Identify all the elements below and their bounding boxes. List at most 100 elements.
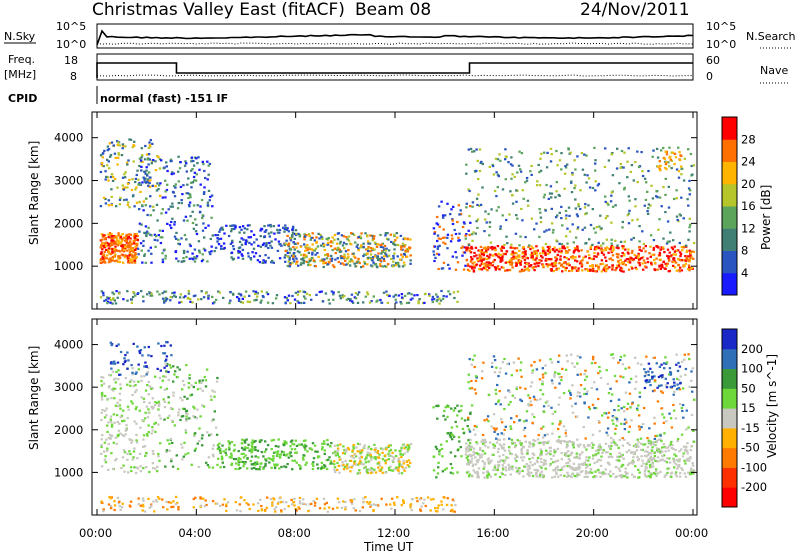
heatmap-cell <box>437 504 440 507</box>
heatmap-cell <box>319 233 322 236</box>
heatmap-cell <box>346 253 350 256</box>
heatmap-cell <box>179 396 182 400</box>
heatmap-cell <box>390 454 393 458</box>
heatmap-cell <box>486 474 489 477</box>
heatmap-cell <box>567 474 570 477</box>
heatmap-cell <box>681 259 685 262</box>
nsearch-series <box>96 42 694 45</box>
heatmap-cell <box>679 255 682 258</box>
heatmap-cell <box>192 415 195 418</box>
heatmap-cell <box>511 266 514 269</box>
heatmap-cell <box>139 159 143 162</box>
heatmap-cell <box>663 454 666 457</box>
heatmap-cell <box>249 459 252 463</box>
heatmap-cell <box>124 245 127 249</box>
heatmap-cell <box>470 454 473 457</box>
heatmap-cell <box>553 475 557 478</box>
heatmap-cell <box>110 397 113 400</box>
freq-label: Freq. <box>8 53 35 66</box>
heatmap-cell <box>340 464 343 467</box>
heatmap-cell <box>442 508 445 511</box>
heatmap-cell <box>205 503 208 507</box>
heatmap-cell <box>568 269 571 273</box>
heatmap-cell <box>204 385 208 388</box>
heatmap-cell <box>551 422 554 425</box>
heatmap-cell <box>230 228 234 231</box>
heatmap-cell <box>109 175 113 179</box>
heatmap-cell <box>587 254 591 257</box>
heatmap-cell <box>415 497 418 500</box>
heatmap-cell <box>445 467 448 470</box>
heatmap-cell <box>154 245 157 248</box>
heatmap-cell <box>521 251 525 254</box>
heatmap-cell <box>239 300 243 304</box>
heatmap-cell <box>292 258 295 261</box>
heatmap-cell <box>502 438 506 441</box>
heatmap-cell <box>305 461 308 464</box>
heatmap-cell <box>477 249 480 252</box>
heatmap-cell <box>514 453 517 456</box>
heatmap-cell <box>188 205 191 208</box>
heatmap-cell <box>636 150 639 153</box>
heatmap-cell <box>183 395 186 398</box>
heatmap-cell <box>640 249 643 252</box>
heatmap-cell <box>647 460 651 463</box>
heatmap-cell <box>137 183 140 186</box>
heatmap-cell <box>135 433 138 436</box>
heatmap-cell <box>675 249 678 252</box>
heatmap-cell <box>138 200 141 204</box>
heatmap-cell <box>197 156 200 159</box>
heatmap-cell <box>357 462 361 465</box>
heatmap-cell <box>378 263 382 266</box>
heatmap-cell <box>196 162 199 165</box>
heatmap-cell <box>524 181 527 184</box>
heatmap-cell <box>507 161 510 164</box>
heatmap-cell <box>548 251 551 254</box>
heatmap-cell <box>165 165 168 168</box>
heatmap-cell <box>646 446 650 449</box>
heatmap-cell <box>123 248 126 251</box>
heatmap-cell <box>330 254 333 257</box>
heatmap-cell <box>553 448 556 451</box>
heatmap-cell <box>657 460 660 463</box>
heatmap-cell <box>123 357 126 360</box>
heatmap-cell <box>457 236 460 239</box>
heatmap-cell <box>221 228 225 231</box>
heatmap-cell <box>185 418 188 421</box>
heatmap-cell <box>307 251 311 254</box>
heatmap-cell <box>488 264 491 267</box>
heatmap-cell <box>109 301 112 304</box>
heatmap-cell <box>284 302 287 305</box>
heatmap-cell <box>560 468 564 471</box>
heatmap-cell <box>356 450 359 453</box>
heatmap-cell <box>496 267 499 270</box>
heatmap-cell <box>634 161 637 164</box>
heatmap-cell <box>465 450 468 453</box>
heatmap-cell <box>291 468 294 471</box>
heatmap-cell <box>359 235 362 238</box>
heatmap-cell <box>470 363 473 366</box>
heatmap-cell <box>150 432 153 435</box>
heatmap-cell <box>115 370 118 374</box>
heatmap-cell <box>676 440 679 443</box>
heatmap-cell <box>323 248 326 252</box>
heatmap-cell <box>116 140 119 143</box>
heatmap-cell <box>482 467 485 470</box>
heatmap-cell <box>471 201 475 204</box>
heatmap-cell <box>157 452 160 456</box>
freq-series <box>96 62 693 78</box>
heatmap-cell <box>244 290 248 293</box>
heatmap-cell <box>289 445 292 448</box>
heatmap-cell <box>606 451 609 454</box>
heatmap-cell <box>276 454 279 457</box>
heatmap-cell <box>599 475 602 478</box>
heatmap-cell <box>331 264 335 267</box>
heatmap-cell <box>327 237 330 240</box>
heatmap-cell <box>352 447 355 450</box>
heatmap-cell <box>192 295 196 298</box>
heatmap-cell <box>291 503 294 506</box>
heatmap-cell <box>126 201 130 204</box>
heatmap-cell <box>576 227 579 230</box>
heatmap-cell <box>591 243 594 246</box>
heatmap-cell <box>406 292 410 295</box>
